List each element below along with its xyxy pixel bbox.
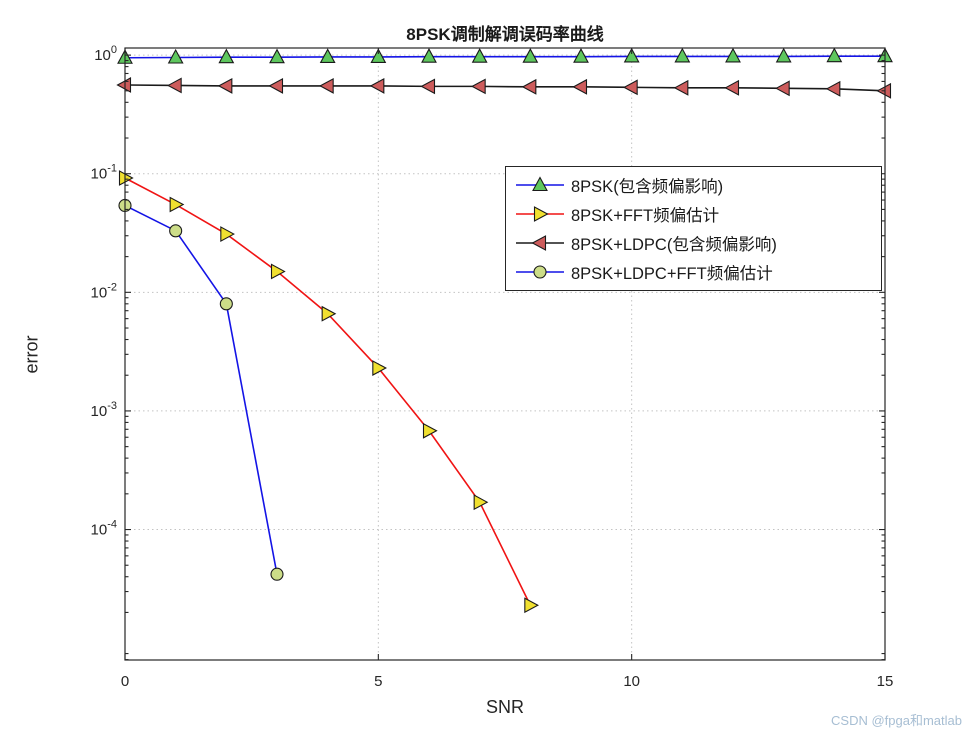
legend-item-8psk-ldpc-fft: 8PSK+LDPC+FFT频偏估计: [506, 260, 881, 284]
legend-label: 8PSK+FFT频偏估计: [571, 206, 720, 225]
legend: 8PSK(包含频偏影响) 8PSK+FFT频偏估计 8PSK+LDPC(包含频偏…: [505, 166, 882, 291]
chart-title: 8PSK调制解调误码率曲线: [406, 25, 604, 44]
svg-text:0: 0: [121, 673, 129, 690]
legend-label: 8PSK(包含频偏影响): [571, 177, 724, 196]
legend-sample-8psk-ldpc-fft: [516, 265, 564, 279]
legend-label: 8PSK+LDPC+FFT频偏估计: [571, 265, 773, 284]
legend-item-8psk-ldpc: 8PSK+LDPC(包含频偏影响): [506, 231, 881, 255]
svg-text:10: 10: [623, 673, 640, 690]
legend-sample-8psk: [516, 175, 564, 191]
legend-sample-8psk-ldpc: [516, 235, 564, 252]
csdn-watermark: CSDN @fpga和matlab: [831, 713, 962, 728]
x-axis-label: SNR: [485, 697, 524, 717]
svg-text:10-1: 10-1: [91, 163, 117, 183]
legend-item-8psk: 8PSK(包含频偏影响): [506, 173, 881, 197]
svg-text:5: 5: [374, 673, 382, 690]
svg-text:15: 15: [877, 673, 894, 690]
svg-text:10-2: 10-2: [91, 281, 117, 301]
legend-sample-8psk-fft: [516, 205, 564, 222]
legend-label: 8PSK+LDPC(包含频偏影响): [571, 236, 777, 255]
svg-text:10-4: 10-4: [91, 519, 117, 539]
svg-text:100: 100: [94, 44, 117, 64]
y-axis-label: error: [21, 335, 42, 374]
svg-text:10-3: 10-3: [91, 400, 117, 420]
legend-item-8psk-fft: 8PSK+FFT频偏估计: [506, 202, 881, 226]
